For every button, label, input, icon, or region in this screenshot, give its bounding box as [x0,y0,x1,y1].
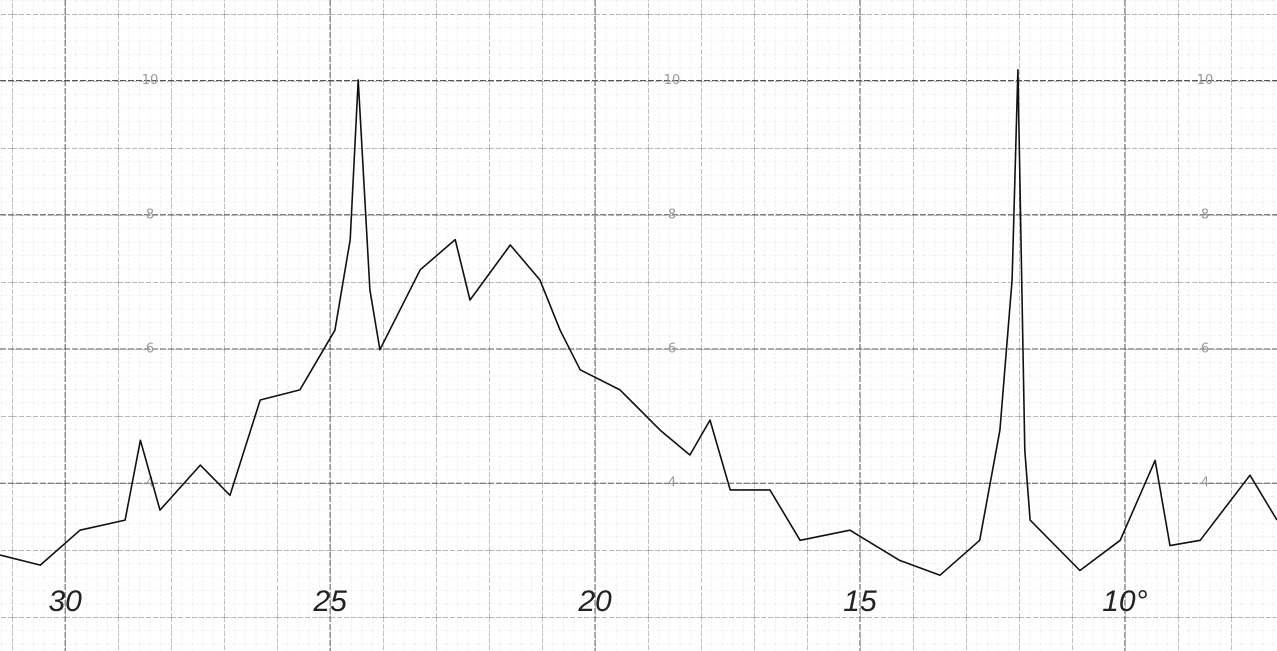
y-tick-label: 4 [668,476,676,491]
data-line [0,69,1277,576]
y-tick-label: 10 [142,73,159,88]
x-tick-label: 30 [48,585,82,618]
y-tick-label: 8 [1201,207,1209,222]
y-tick-label: 4 [146,476,154,491]
y-tick-label: 6 [668,341,676,356]
y-tick-label: 4 [1201,476,1209,491]
y-tick-label: 6 [1201,341,1209,356]
y-tick-label: 10 [1197,73,1214,88]
x-tick-label: 20 [577,585,612,618]
y-tick-label: 10 [664,73,681,88]
x-tick-label: 15 [843,585,877,618]
y-tick-label: 6 [146,341,154,356]
x-tick-label: 10° [1102,585,1147,618]
y-tick-label: 8 [668,207,676,222]
x-tick-label: 25 [312,585,347,618]
y-tick-label: 8 [146,207,154,222]
